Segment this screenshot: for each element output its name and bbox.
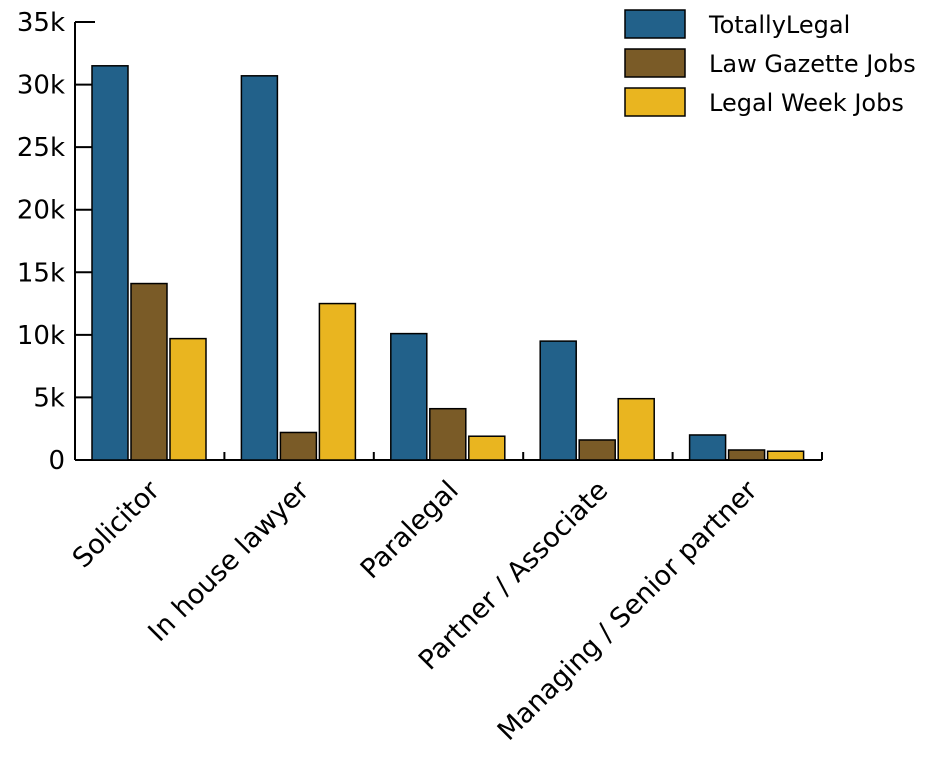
x-tick-label-paralegal: Paralegal: [355, 475, 465, 585]
bar-law-gazette-jobs-paralegal: [429, 407, 467, 461]
bar-law-gazette-jobs-partner-associate: [578, 439, 616, 461]
legend-label-legal-week-jobs: Legal Week Jobs: [709, 89, 904, 117]
bar-legal-week-jobs-solicitor: [169, 337, 207, 461]
y-tick-label: 35k: [17, 8, 65, 38]
legend-swatch-legal-week-jobs: [624, 87, 686, 117]
bar-law-gazette-jobs-managing-senior-partner: [727, 449, 766, 461]
legend-swatch-totallylegal: [624, 9, 686, 39]
y-tick-label: 0: [48, 446, 65, 476]
bar-totallylegal-managing-senior-partner: [688, 434, 727, 461]
y-axis: 0 5k 10k 15k 20k 25k 30k 35k: [17, 8, 95, 476]
x-tick-label-solicitor: Solicitor: [67, 474, 167, 574]
bar-legal-week-jobs-managing-senior-partner: [766, 450, 805, 461]
y-tick-label: 15k: [17, 258, 65, 288]
x-tick-label-in-house-lawyer: In house lawyer: [142, 474, 316, 648]
y-tick-label: 10k: [17, 321, 65, 351]
bar-legal-week-jobs-partner-associate: [617, 397, 655, 461]
bar-totallylegal-paralegal: [390, 332, 428, 461]
legend-label-law-gazette-jobs: Law Gazette Jobs: [709, 50, 916, 78]
y-tick-label: 5k: [33, 383, 65, 413]
bar-totallylegal-partner-associate: [539, 340, 577, 461]
bars: [91, 65, 805, 461]
legend: TotallyLegal Law Gazette Jobs Legal Week J…: [624, 9, 916, 117]
y-tick-label: 25k: [17, 133, 65, 163]
x-tick-label-managing-senior-partner: Managing / Senior partner: [492, 474, 764, 746]
y-tick-label: 30k: [17, 71, 65, 101]
bar-legal-week-jobs-in-house-lawyer: [318, 302, 357, 461]
bar-legal-week-jobs-paralegal: [468, 435, 506, 461]
legend-swatch-law-gazette-jobs: [624, 48, 686, 78]
bar-totallylegal-solicitor: [91, 65, 129, 461]
bar-totallylegal-in-house-lawyer: [240, 75, 279, 461]
bar-law-gazette-jobs-solicitor: [130, 282, 168, 461]
y-tick-label: 20k: [17, 196, 65, 226]
bar-law-gazette-jobs-in-house-lawyer: [279, 431, 318, 461]
legend-label-totallylegal: TotallyLegal: [708, 11, 850, 39]
